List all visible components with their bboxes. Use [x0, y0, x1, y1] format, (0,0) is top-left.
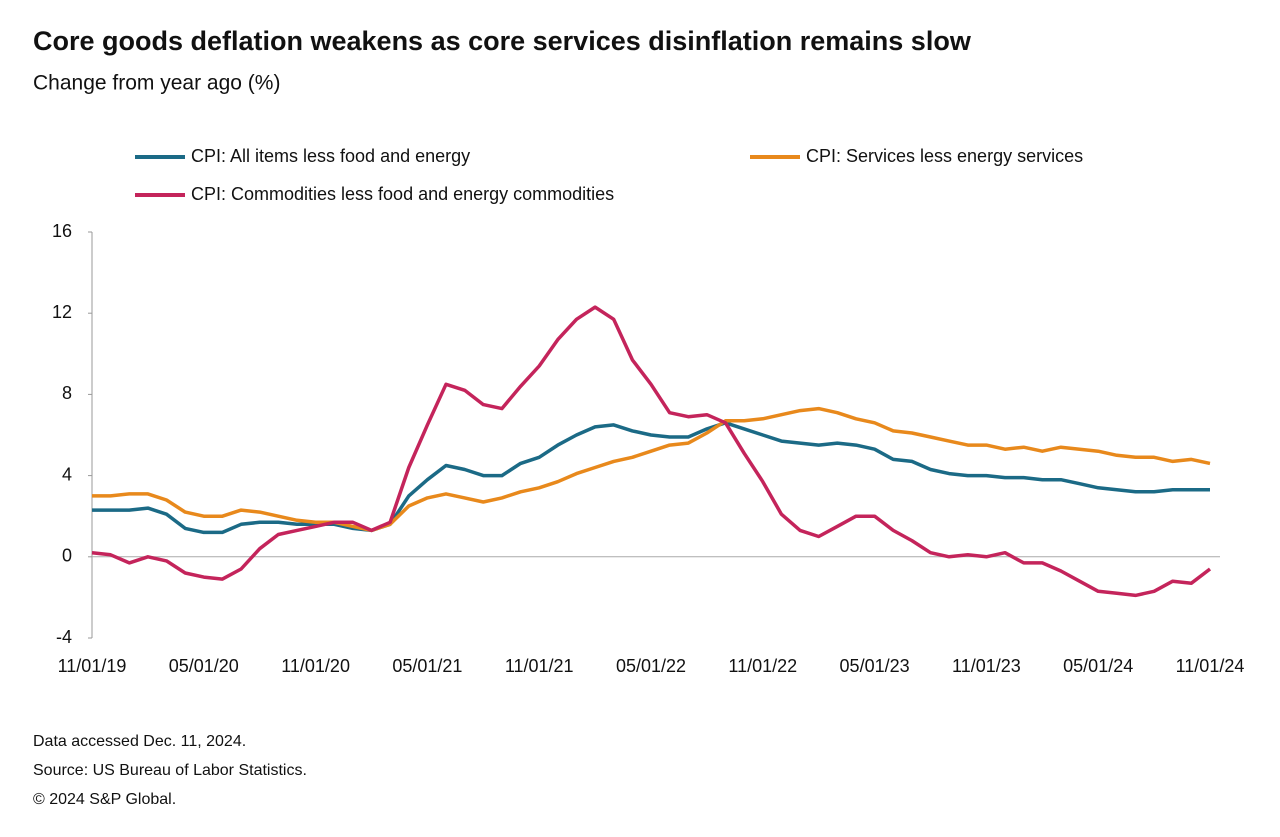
x-tick-label: 11/01/19 [58, 656, 127, 676]
y-tick-label: 12 [52, 302, 72, 322]
series-line [92, 406, 1211, 533]
chart-subtitle: Change from year ago (%) [33, 72, 280, 95]
chart-title: Core goods deflation weakens as core ser… [33, 26, 972, 56]
series-line [91, 305, 1212, 598]
x-tick-label: 05/01/20 [169, 656, 239, 676]
x-tick-label: 05/01/24 [1063, 656, 1133, 676]
series-line [92, 421, 1210, 535]
x-tick-label: 05/01/23 [840, 656, 910, 676]
x-tick-label: 05/01/22 [616, 656, 686, 676]
x-tick-label: 11/01/22 [728, 656, 797, 676]
x-tick-label: 11/01/20 [281, 656, 350, 676]
x-tick-label: 05/01/21 [392, 656, 462, 676]
y-tick-label: 16 [52, 221, 72, 241]
y-tick-label: 0 [62, 546, 72, 566]
y-tick-label: 4 [62, 464, 72, 484]
x-tick-label: 11/01/21 [505, 656, 574, 676]
x-tick-label: 11/01/23 [952, 656, 1021, 676]
footnote: © 2024 S&P Global. [33, 791, 176, 808]
y-tick-label: 8 [62, 383, 72, 403]
legend-label: CPI: Services less energy services [806, 146, 1083, 166]
legend-label: CPI: All items less food and energy [191, 146, 470, 166]
y-tick-label: -4 [56, 627, 72, 647]
footnote: Data accessed Dec. 11, 2024. [33, 733, 246, 750]
x-tick-label: 11/01/24 [1176, 656, 1245, 676]
footnote: Source: US Bureau of Labor Statistics. [33, 762, 307, 779]
legend-label: CPI: Commodities less food and energy co… [191, 184, 614, 204]
